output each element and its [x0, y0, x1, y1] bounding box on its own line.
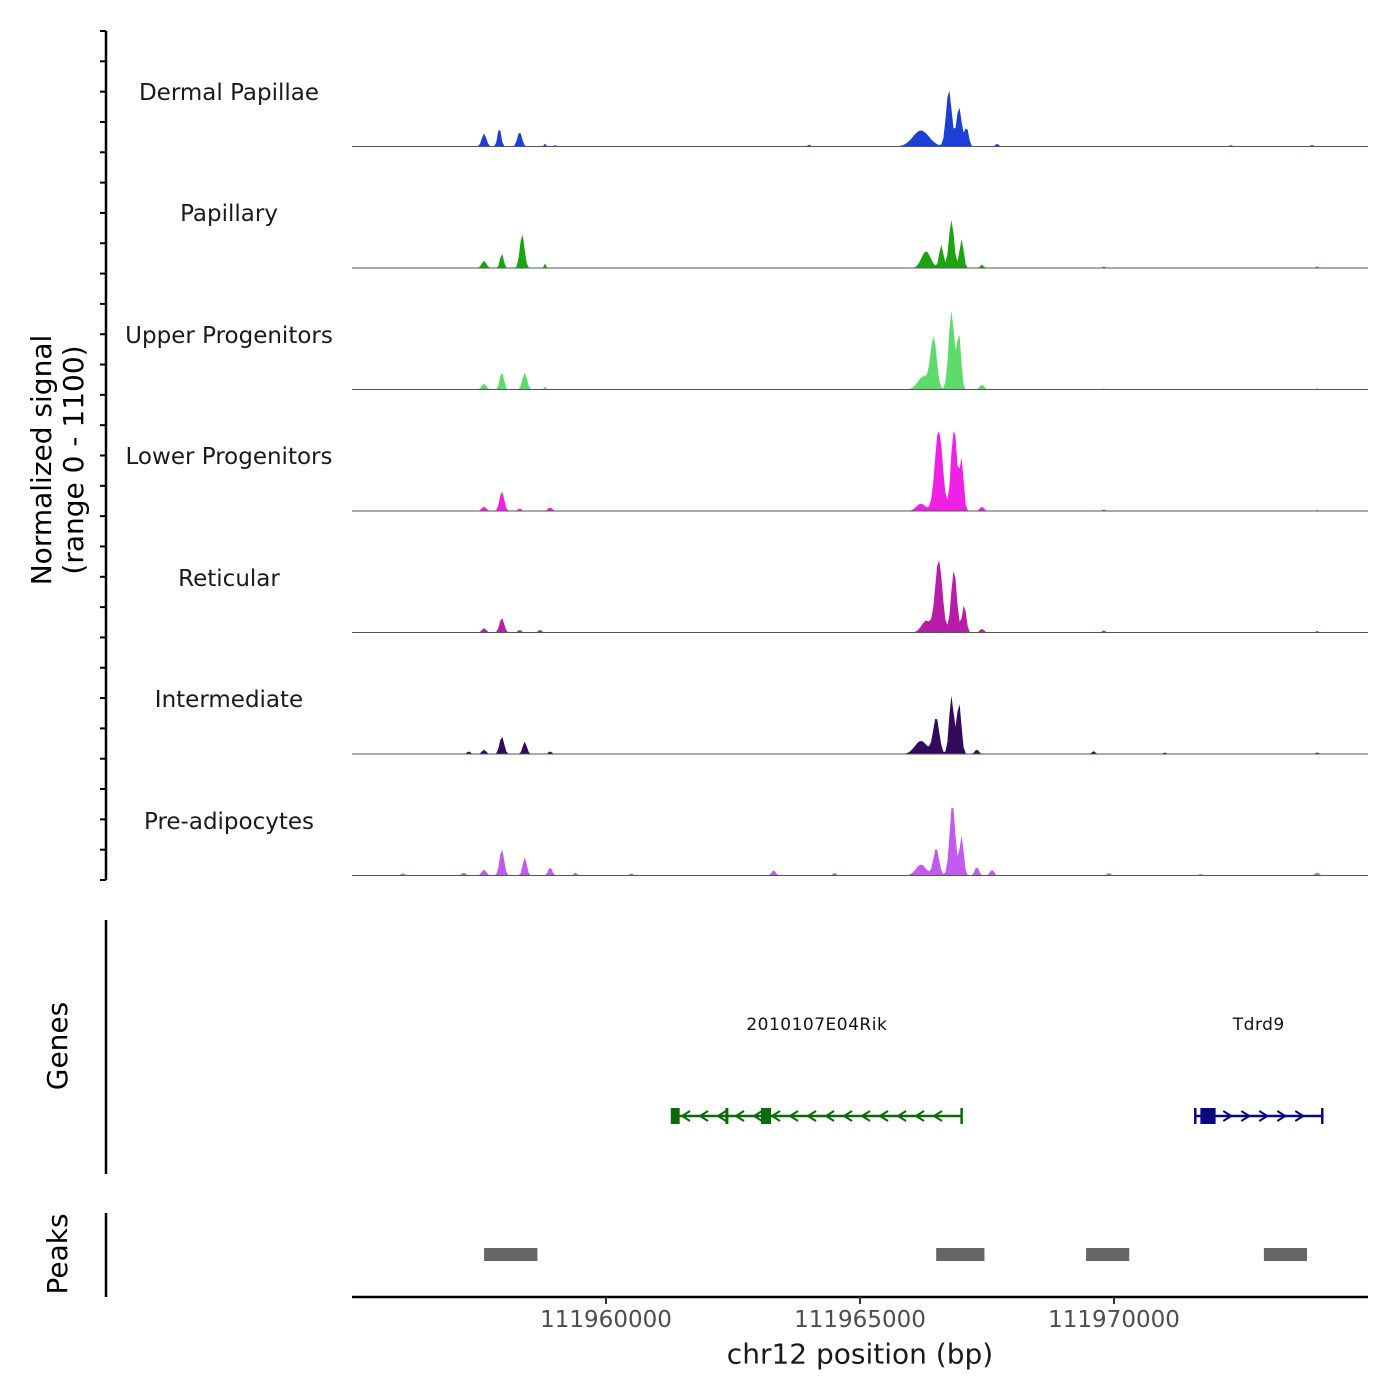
x-tick-label: 111960000 [540, 1307, 672, 1333]
gene-2010107e04rik [670, 1108, 963, 1124]
track-label: Intermediate [154, 687, 304, 713]
strand-chevron [932, 1110, 943, 1122]
strand-chevron [842, 1110, 853, 1122]
gene-tdrd9 [1194, 1108, 1324, 1124]
strand-chevron [878, 1110, 889, 1122]
strand-chevron [752, 1110, 763, 1122]
track-label: Upper Progenitors [125, 322, 333, 349]
gene-exon [672, 1108, 680, 1124]
peak-region-bar [936, 1248, 985, 1261]
strand-chevron [824, 1110, 835, 1122]
gene-label: Tdrd9 [1232, 1015, 1285, 1035]
track-signal-area [352, 90, 1368, 147]
strand-chevron [914, 1110, 925, 1122]
peak-region-bar [1086, 1248, 1130, 1261]
y-axis-title-line1: Normalized signal [25, 334, 58, 586]
y-axis-title-line2: (range 0 - 1100) [57, 345, 90, 575]
strand-chevron [680, 1110, 691, 1122]
strand-chevron [788, 1110, 799, 1122]
track-signal-area [352, 808, 1368, 876]
track-signal-area [352, 560, 1368, 633]
track-label: Lower Progenitors [125, 444, 333, 470]
strand-chevron [734, 1110, 745, 1122]
peak-region-bar [1263, 1248, 1308, 1261]
peaks-layer [484, 1248, 1308, 1261]
strand-chevron [770, 1110, 781, 1122]
strand-chevron [1240, 1110, 1252, 1122]
strand-chevron [1222, 1110, 1234, 1122]
track-papillary [352, 220, 1368, 269]
y-axis-title: Normalized signal (range 0 - 1100) [25, 334, 90, 586]
peaks-panel-title: Peaks [41, 1213, 74, 1295]
strand-chevron [1258, 1110, 1270, 1122]
gene-exon [725, 1108, 729, 1124]
track-signal-area [352, 431, 1368, 511]
x-tick-label: 111970000 [1048, 1307, 1180, 1333]
track-signal-area [352, 220, 1368, 268]
track-signal-area [352, 695, 1368, 754]
coverage-layer [352, 90, 1368, 876]
track-label: Reticular [178, 565, 280, 592]
strand-chevron [1294, 1110, 1306, 1122]
strand-chevron [806, 1110, 817, 1122]
strand-chevron [896, 1110, 907, 1122]
track-dermal-papillae [352, 90, 1368, 147]
genes-layer [670, 1108, 1324, 1124]
track-intermediate [352, 695, 1368, 755]
track-upper-progenitors [352, 310, 1368, 390]
track-reticular [352, 560, 1368, 633]
strand-chevron [860, 1110, 871, 1122]
gene-exon [1200, 1108, 1216, 1124]
strand-chevron [716, 1110, 727, 1122]
genes-panel-title: Genes [41, 1001, 74, 1091]
gene-label: 2010107E04Rik [746, 1015, 888, 1035]
track-pre-adipocytes [352, 808, 1368, 876]
strand-chevron [698, 1110, 709, 1122]
x-axis-title: chr12 position (bp) [726, 1337, 994, 1371]
track-signal-area [352, 310, 1368, 390]
gene-exon [760, 1108, 772, 1124]
track-label: Papillary [180, 201, 278, 227]
track-label: Pre-adipocytes [143, 808, 315, 835]
x-tick-label: 111965000 [794, 1307, 926, 1333]
axis-layer [100, 30, 1368, 1304]
strand-chevron [1276, 1110, 1288, 1122]
track-label: Dermal Papillae [138, 79, 320, 106]
peak-region-bar [484, 1248, 538, 1261]
track-lower-progenitors [352, 431, 1368, 512]
